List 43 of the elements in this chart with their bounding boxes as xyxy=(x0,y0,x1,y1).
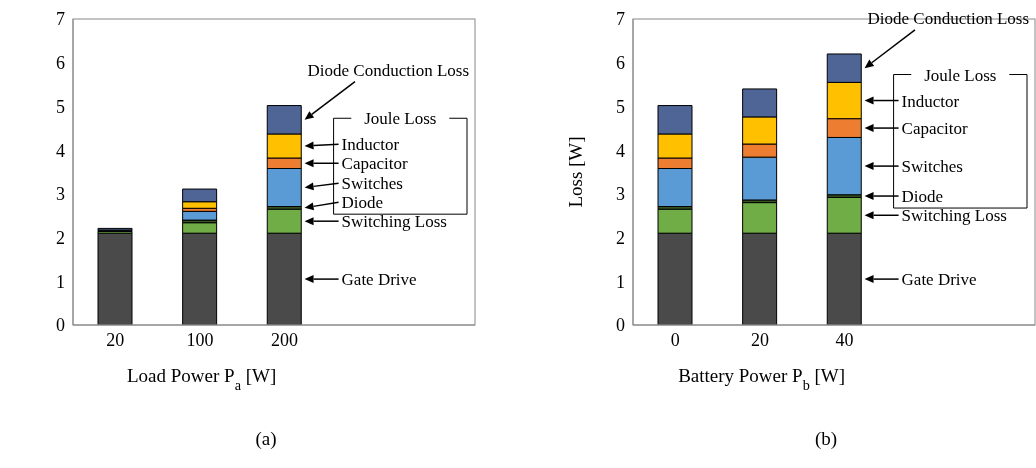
y-tick-label: 2 xyxy=(616,227,625,248)
y-tick-label: 5 xyxy=(616,96,625,117)
legend-label: Diode xyxy=(341,193,384,213)
text: Joule Loss xyxy=(924,65,997,85)
y-tick-label: 2 xyxy=(56,227,65,248)
y-tick-label: 1 xyxy=(616,271,625,292)
y-tick-label: 6 xyxy=(616,53,625,74)
legend-label: Gate Drive xyxy=(341,270,417,290)
legend-label: Diode xyxy=(901,187,944,207)
y-tick-label: 7 xyxy=(56,9,65,30)
legend-label: Switching Loss xyxy=(341,212,447,232)
y-tick-label: 3 xyxy=(56,184,65,205)
legend-label: Capacitor xyxy=(901,119,968,139)
x-tick-label: 200 xyxy=(271,329,299,350)
legend-label: Capacitor xyxy=(341,154,408,174)
legend-label: Inductor xyxy=(901,91,960,111)
text: (a) xyxy=(255,428,277,450)
y-axis-title: Loss [W] xyxy=(565,136,586,208)
x-axis-title: Load Power P$_{a}$ [W] xyxy=(126,365,277,393)
series-label: Diode Conduction Loss xyxy=(867,8,1029,28)
series-label: Diode Conduction Loss xyxy=(307,60,469,80)
x-tick-label: 100 xyxy=(186,329,214,350)
legend-label: Switching Loss xyxy=(901,206,1007,226)
y-tick-label: 0 xyxy=(616,315,625,336)
text: (b) xyxy=(814,428,838,450)
legend-label: Inductor xyxy=(341,135,400,155)
y-tick-label: 3 xyxy=(616,184,625,205)
x-tick-label: 20 xyxy=(106,329,125,350)
legend-label: Gate Drive xyxy=(901,270,977,290)
text: Joule Loss xyxy=(364,109,437,129)
y-tick-label: 4 xyxy=(56,140,65,161)
x-tick-label: 20 xyxy=(750,329,769,350)
legend-label: Switches xyxy=(901,157,963,177)
y-tick-label: 5 xyxy=(56,96,65,117)
y-tick-label: 4 xyxy=(616,140,625,161)
x-axis-title: Battery Power P$_{b}$ [W] xyxy=(678,365,846,393)
legend-label: Switches xyxy=(341,174,403,194)
y-tick-label: 0 xyxy=(56,315,65,336)
x-tick-label: 40 xyxy=(835,329,854,350)
x-tick-label: 0 xyxy=(670,329,680,350)
y-tick-label: 6 xyxy=(56,53,65,74)
y-tick-label: 1 xyxy=(56,271,65,292)
y-tick-label: 7 xyxy=(616,9,625,30)
